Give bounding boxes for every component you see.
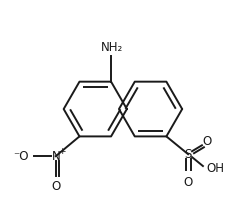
Text: N: N	[51, 150, 60, 163]
Text: ⁻O: ⁻O	[14, 150, 29, 163]
Text: O: O	[183, 176, 193, 189]
Text: +: +	[58, 147, 66, 156]
Text: O: O	[51, 180, 60, 193]
Text: O: O	[202, 135, 212, 148]
Text: OH: OH	[207, 162, 225, 175]
Text: S: S	[184, 148, 192, 161]
Text: NH₂: NH₂	[101, 41, 123, 54]
